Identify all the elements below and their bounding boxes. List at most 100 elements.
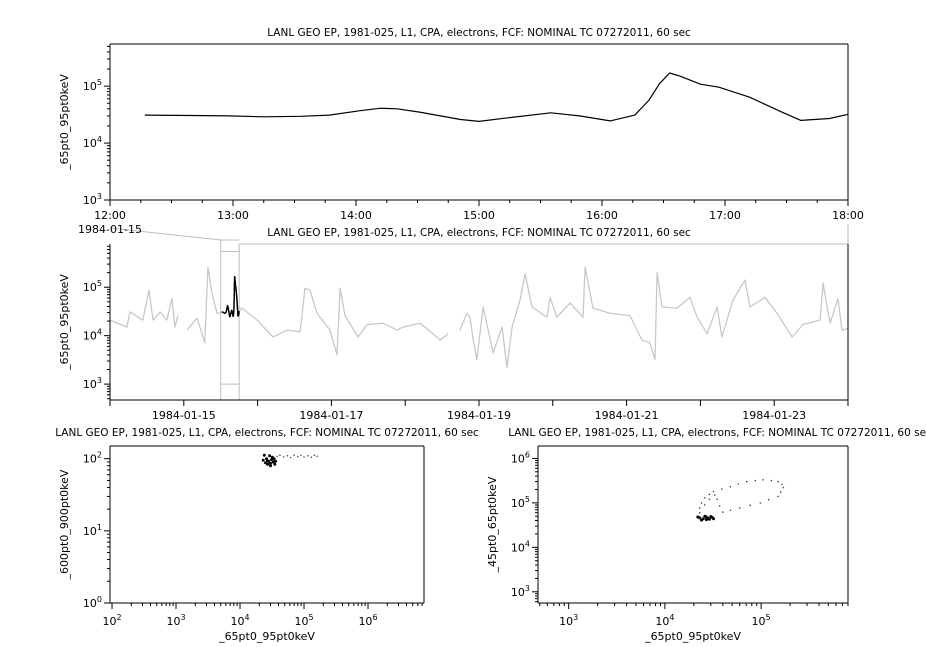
- highlighted-series-line: [221, 276, 240, 318]
- y-tick-label-base: 10: [83, 525, 97, 538]
- data-point: [729, 509, 732, 512]
- y-tick-label-exponent: 3: [525, 584, 530, 593]
- series-0: [696, 514, 715, 522]
- data-point: [274, 459, 278, 463]
- data-point: [716, 498, 718, 501]
- y-tick-label-exponent: 2: [97, 451, 102, 460]
- x-tick-label-base: 10: [559, 615, 573, 628]
- x-tick-label: 1984-01-17: [299, 409, 363, 422]
- data-point: [708, 516, 711, 518]
- data-point: [759, 502, 762, 504]
- data-point: [270, 458, 273, 462]
- data-point: [767, 498, 770, 501]
- y-tick-label-base: 10: [83, 597, 97, 610]
- y-tick-label: 101: [83, 523, 102, 538]
- x-tick-label: 1984-01-21: [595, 409, 659, 422]
- data-point: [708, 498, 711, 501]
- series-line: [109, 266, 849, 369]
- data-point: [297, 455, 299, 458]
- y-tick-label: 103: [83, 376, 102, 391]
- y-tick-label-exponent: 5: [97, 78, 102, 87]
- data-point: [718, 505, 721, 507]
- x-tick-label: 104: [230, 613, 249, 628]
- y-tick-label: 105: [83, 78, 102, 93]
- data-point: [696, 515, 700, 519]
- x-tick-label-base: 10: [230, 615, 244, 628]
- y-tick-label-exponent: 3: [97, 376, 102, 385]
- data-point: [266, 459, 270, 463]
- data-point: [698, 507, 701, 509]
- data-point: [289, 456, 292, 459]
- x-tick-label: 105: [294, 613, 313, 628]
- x-tick-label-exponent: 4: [244, 613, 249, 622]
- x-tick-label-exponent: 3: [180, 613, 185, 622]
- y-tick-label-exponent: 5: [97, 279, 102, 288]
- y-axis-label: _45pt0_65pt0keV: [486, 476, 499, 573]
- plot-timeseries-zoom[interactable]: LANL GEO EP, 1981-025, L1, CPA, electron…: [58, 27, 864, 236]
- data-point: [698, 511, 701, 514]
- plot-timeseries-context[interactable]: LANL GEO EP, 1981-025, L1, CPA, electron…: [58, 227, 849, 422]
- data-point: [272, 457, 276, 461]
- plot-title: LANL GEO EP, 1981-025, L1, CPA, electron…: [267, 27, 691, 39]
- x-tick-label: 18:00: [832, 209, 864, 222]
- data-point: [762, 479, 764, 481]
- data-point: [721, 488, 723, 490]
- data-point: [712, 490, 715, 493]
- data-point: [704, 518, 708, 522]
- data-point: [754, 479, 757, 482]
- y-tick-label-exponent: 4: [97, 328, 102, 337]
- data-point: [714, 494, 716, 496]
- connector-line-left: [109, 227, 222, 400]
- x-tick-label: 102: [102, 613, 121, 628]
- x-axis-label: _65pt0_95pt0keV: [218, 630, 315, 643]
- data-point: [271, 460, 275, 464]
- x-tick-label: 103: [559, 613, 578, 628]
- y-tick-label: 104: [83, 135, 102, 150]
- data-point: [770, 479, 773, 482]
- series-0: [144, 72, 849, 122]
- connector-line-right: [238, 224, 849, 400]
- x-tick-label-exponent: 5: [766, 613, 771, 622]
- x-tick-label: 1984-01-23: [742, 409, 806, 422]
- y-tick-label-exponent: 4: [97, 135, 102, 144]
- x-tick-label: 15:00: [463, 209, 495, 222]
- x-tick-label-exponent: 5: [308, 613, 313, 622]
- x-tick-label: 12:00: [94, 209, 126, 222]
- series-0: [109, 266, 849, 369]
- x-tick-label-exponent: 2: [116, 613, 121, 622]
- plot-scatter-45-65[interactable]: LANL GEO EP, 1981-025, L1, CPA, electron…: [486, 427, 926, 643]
- data-point: [307, 454, 309, 457]
- data-point: [779, 491, 782, 493]
- plot-title: LANL GEO EP, 1981-025, L1, CPA, electron…: [508, 427, 926, 439]
- y-tick-label-exponent: 3: [97, 192, 102, 201]
- data-point: [722, 511, 724, 513]
- data-point: [749, 504, 751, 507]
- plot-title: LANL GEO EP, 1981-025, L1, CPA, electron…: [267, 227, 691, 239]
- x-tick-label-base: 10: [166, 615, 180, 628]
- data-point: [704, 504, 706, 506]
- y-tick-label: 106: [511, 450, 530, 465]
- data-point: [265, 457, 269, 461]
- y-tick-label-exponent: 5: [525, 495, 530, 504]
- y-tick-label-base: 10: [511, 586, 525, 599]
- data-point: [781, 483, 783, 486]
- data-point: [303, 456, 305, 458]
- plot-scatter-600-900[interactable]: LANL GEO EP, 1981-025, L1, CPA, electron…: [55, 427, 479, 643]
- y-tick-label-exponent: 0: [97, 595, 102, 604]
- x-tick-label-base: 10: [752, 615, 766, 628]
- y-tick-label: 104: [83, 328, 102, 343]
- data-point: [746, 480, 748, 483]
- data-point: [737, 483, 740, 485]
- x-tick-label: 106: [358, 613, 377, 628]
- data-point: [777, 495, 779, 498]
- y-tick-label: 103: [511, 584, 530, 599]
- data-point: [702, 517, 704, 519]
- x-tick-label: 104: [655, 613, 674, 628]
- y-tick-label-base: 10: [83, 330, 97, 343]
- y-tick-label: 104: [511, 539, 530, 554]
- data-point: [264, 461, 267, 465]
- data-point: [698, 517, 701, 519]
- x-tick-label: 1984-01-19: [447, 409, 511, 422]
- zoom-connector: [109, 224, 849, 400]
